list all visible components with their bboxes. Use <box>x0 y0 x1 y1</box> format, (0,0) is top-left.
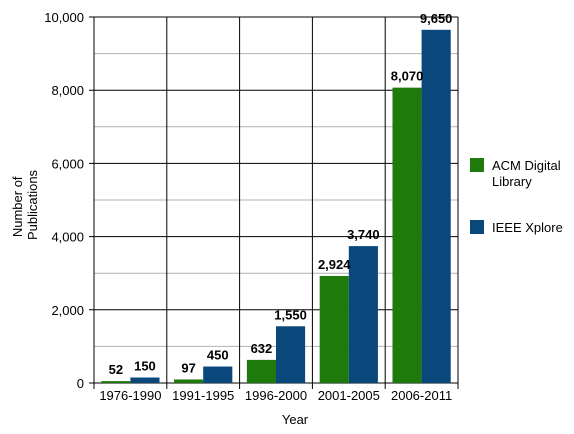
data-labels: 52 97 632 2,924 8,070 150 450 1,550 3,740 9,650 <box>109 11 453 377</box>
x-tick-label: 2006-2011 <box>391 388 452 403</box>
data-label: 3,740 <box>347 227 380 242</box>
legend-label: ACM Digital <box>492 158 561 173</box>
bars <box>101 29 451 384</box>
y-tick-label: 4,000 <box>51 230 84 245</box>
legend-swatch <box>470 158 484 172</box>
bar <box>101 381 131 383</box>
data-label: 8,070 <box>391 69 424 84</box>
y-tick-label: 6,000 <box>51 156 84 171</box>
data-label: 52 <box>109 362 123 377</box>
bar <box>319 275 349 383</box>
bar <box>421 29 451 384</box>
data-label: 450 <box>207 348 229 363</box>
bar <box>130 377 160 383</box>
data-label: 97 <box>181 360 195 375</box>
y-axis-label: Number of Publications <box>10 169 40 240</box>
bar <box>276 326 306 383</box>
x-tick-label: 1991-1995 <box>172 388 234 403</box>
x-tick-label: 1996-2000 <box>245 388 307 403</box>
axes: 0 2,000 4,000 6,000 8,000 10,000 1976-1990 1991… <box>44 10 452 403</box>
data-label: 2,924 <box>318 257 351 272</box>
y-tick-label: 10,000 <box>44 10 84 25</box>
data-label: 632 <box>251 341 273 356</box>
x-tick-label: 2001-2005 <box>318 388 380 403</box>
legend-label: Library <box>492 174 532 189</box>
legend-label: IEEE Xplore <box>492 220 563 235</box>
x-tick-label: 1976-1990 <box>99 388 161 403</box>
y-tick-label: 2,000 <box>51 303 84 318</box>
x-axis-label: Year <box>282 412 309 427</box>
y-tick-label: 0 <box>77 376 84 391</box>
bar <box>246 359 276 383</box>
data-label: 150 <box>134 359 156 374</box>
data-label: 1,550 <box>274 307 307 322</box>
bar <box>392 87 422 383</box>
y-axis-label-line-1: Number of <box>10 176 25 237</box>
y-tick-label: 8,000 <box>51 83 84 98</box>
legend-swatch <box>470 220 484 234</box>
bar <box>203 366 233 383</box>
data-label: 9,650 <box>420 11 453 26</box>
y-axis-label-line-2: Publications <box>25 169 40 240</box>
bar <box>348 246 378 383</box>
bar <box>174 379 204 383</box>
